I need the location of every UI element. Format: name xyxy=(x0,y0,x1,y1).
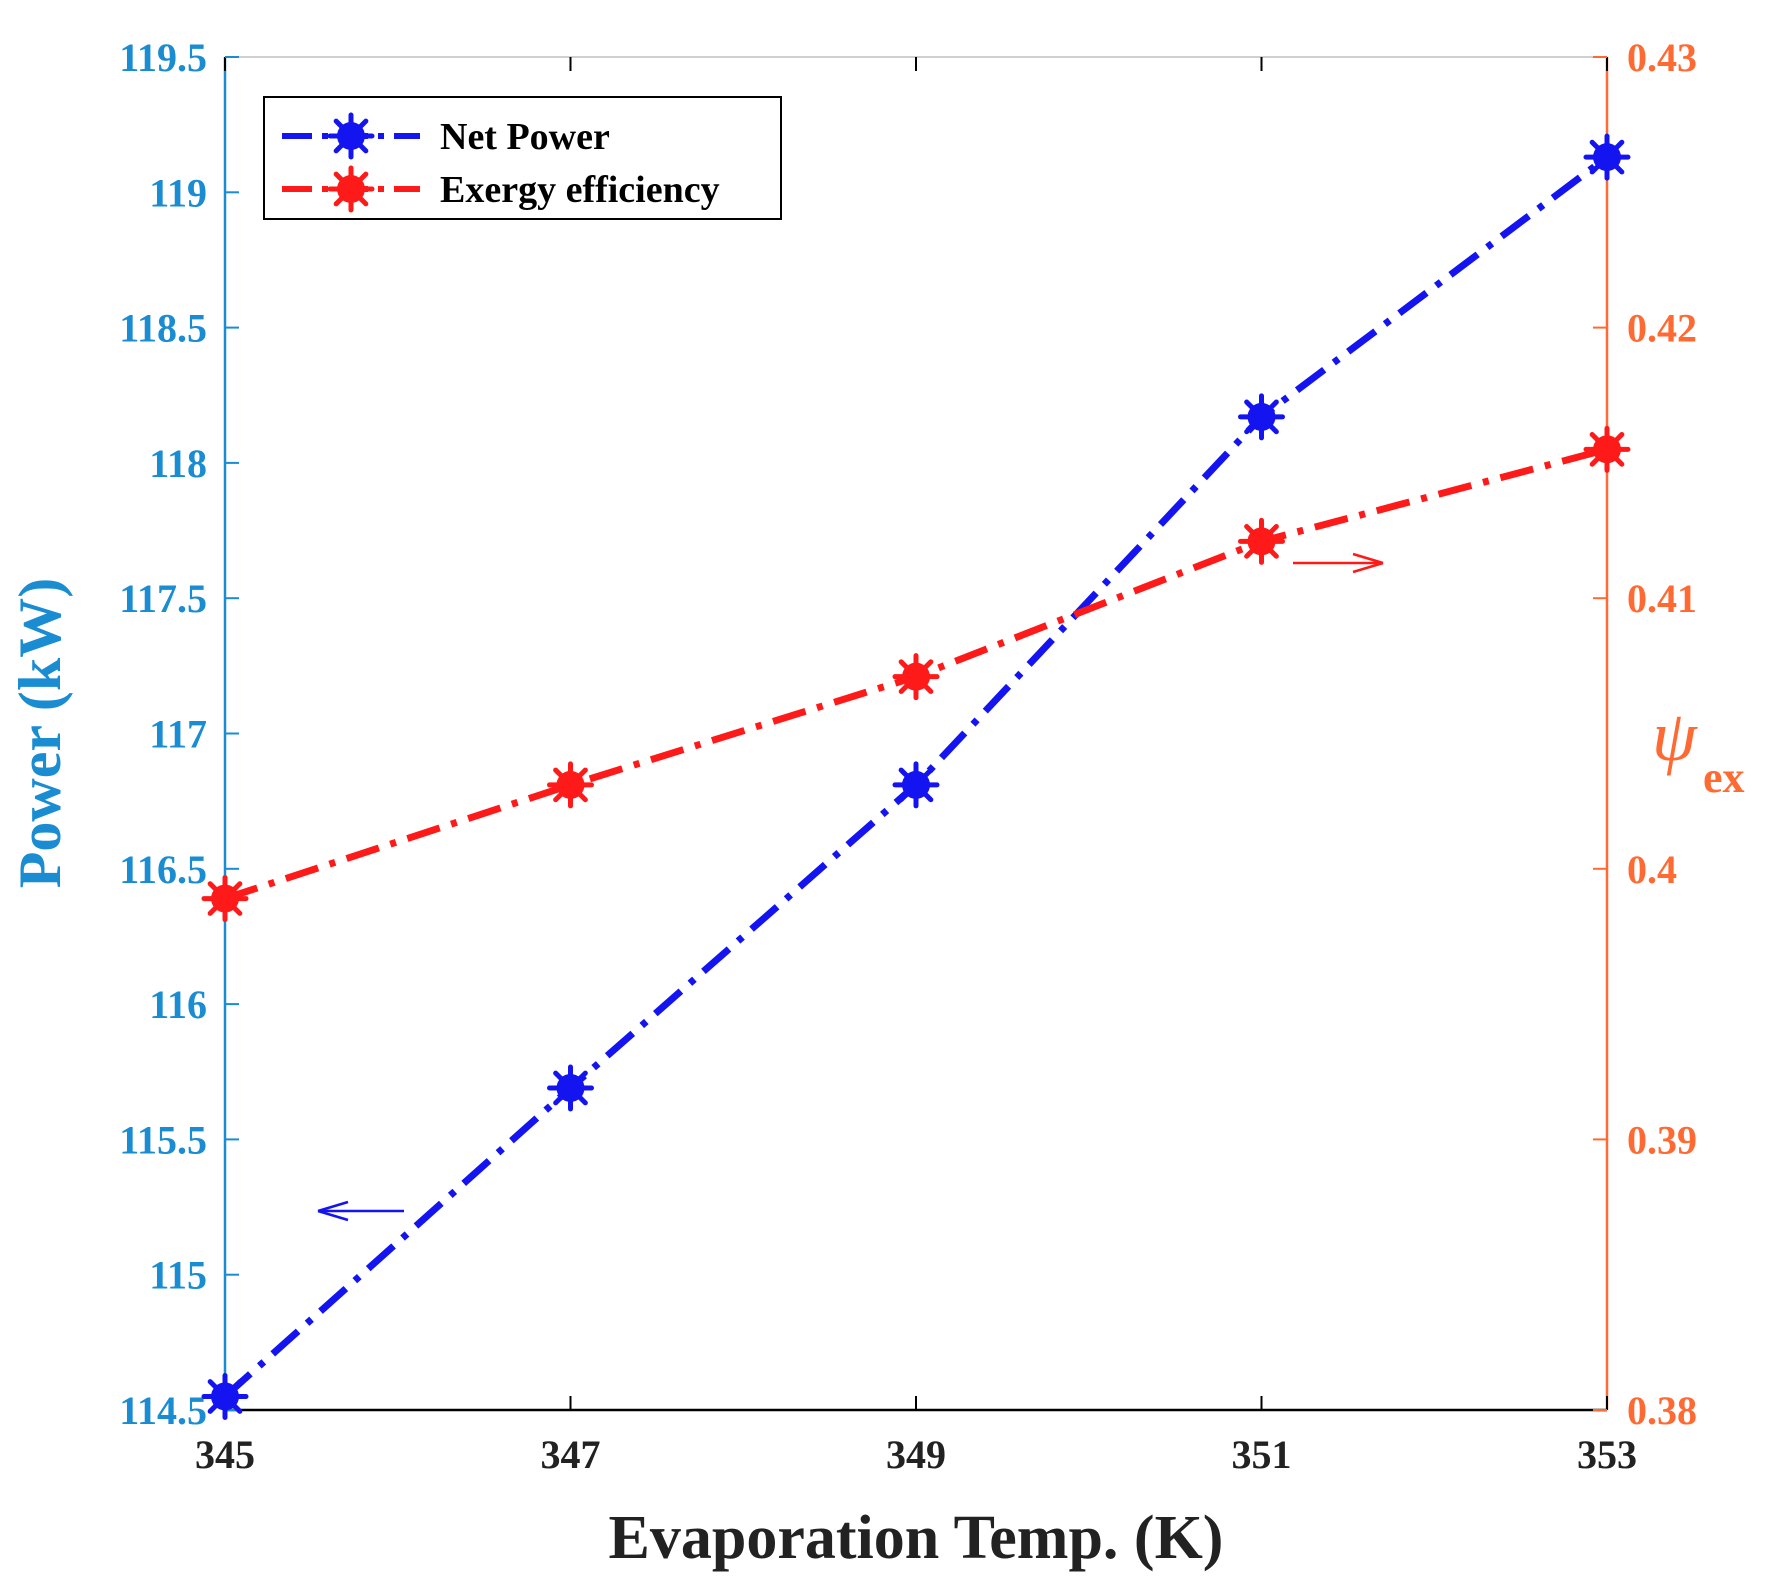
right-y-axis-symbol: ψ xyxy=(1652,696,1698,776)
x-axis-title: Evaporation Temp. (K) xyxy=(609,1504,1224,1572)
data-point-exergy-efficiency xyxy=(547,761,594,809)
x-tick-label: 353 xyxy=(1577,1432,1637,1477)
data-point-net-power xyxy=(1238,393,1285,441)
legend-label-exergy-efficiency: Exergy efficiency xyxy=(440,169,720,211)
legend-marker-net-power xyxy=(327,112,375,160)
x-tick-label: 349 xyxy=(886,1432,946,1477)
left-y-tick-label: 116.5 xyxy=(119,847,207,892)
legend-label-net-power: Net Power xyxy=(440,116,610,158)
data-point-exergy-efficiency xyxy=(892,653,940,701)
left-y-tick-label: 114.5 xyxy=(119,1388,207,1433)
right-y-tick-label: 0.39 xyxy=(1627,1117,1697,1162)
legend: Net Power Exergy efficiency xyxy=(263,96,782,220)
data-point-exergy-efficiency-spoke xyxy=(898,659,934,695)
data-point-exergy-efficiency-spoke xyxy=(1244,524,1279,559)
data-point-exergy-efficiency-spoke xyxy=(207,881,243,916)
right-y-tick-label: 0.4 xyxy=(1627,847,1677,892)
left-y-tick-label: 118.5 xyxy=(119,306,207,351)
left-y-tick-label: 117.5 xyxy=(119,576,207,621)
data-point-exergy-efficiency xyxy=(1583,425,1631,473)
x-tick-label: 347 xyxy=(541,1432,601,1477)
data-point-net-power xyxy=(892,761,940,809)
right-y-tick-label: 0.43 xyxy=(1627,35,1697,80)
left-y-tick-label: 118 xyxy=(149,441,207,486)
legend-marker-exergy-efficiency xyxy=(327,165,375,213)
x-tick-label: 345 xyxy=(195,1432,255,1477)
right-y-tick-label: 0.38 xyxy=(1627,1388,1697,1433)
legend-items: Net Power Exergy efficiency xyxy=(282,112,720,213)
data-point-net-power xyxy=(547,1064,594,1112)
left-axis-arrow xyxy=(317,1200,404,1222)
x-tick-label: 351 xyxy=(1232,1432,1292,1477)
left-y-tick-label: 119 xyxy=(149,170,207,215)
data-point-net-power xyxy=(1583,133,1631,181)
right-y-tick-label: 0.42 xyxy=(1627,306,1697,351)
legend-marker-exergy-efficiency-spoke xyxy=(333,171,369,207)
data-point-net-power xyxy=(201,1372,249,1420)
data-point-net-power-spoke xyxy=(1589,139,1625,175)
data-point-net-power-spoke xyxy=(898,767,934,803)
left-y-tick-label: 116 xyxy=(149,982,207,1027)
right-y-axis-ticks: 0.38 0.39 0.4 0.41 0.42 0.43 xyxy=(1593,35,1697,1433)
x-axis-ticks: 345 347 349 351 353 xyxy=(195,57,1637,1477)
right-y-tick-label: 0.41 xyxy=(1627,576,1697,621)
right-axis-arrow xyxy=(1293,552,1384,574)
legend-marker-net-power-spoke xyxy=(333,118,369,154)
right-y-axis-title: ψ ex xyxy=(1652,696,1745,802)
left-y-tick-label: 119.5 xyxy=(119,35,207,80)
left-y-axis-title: Power (kW) xyxy=(7,578,73,889)
left-y-tick-label: 115 xyxy=(149,1253,207,1298)
data-point-exergy-efficiency xyxy=(1238,517,1285,565)
data-point-net-power-spoke xyxy=(1244,399,1279,435)
data-point-net-power-spoke xyxy=(553,1070,588,1106)
series-layer xyxy=(201,133,1631,1420)
left-y-axis-ticks: 114.5 115 115.5 116 116.5 117 117.5 118 118.5 119… xyxy=(119,35,239,1433)
data-point-net-power-spoke xyxy=(207,1379,243,1414)
left-y-tick-label: 115.5 xyxy=(119,1117,207,1162)
data-point-exergy-efficiency xyxy=(201,875,249,923)
data-point-exergy-efficiency-spoke xyxy=(1589,432,1625,467)
left-y-tick-label: 117 xyxy=(149,712,207,757)
data-point-exergy-efficiency-spoke xyxy=(553,767,588,803)
right-y-axis-subscript: ex xyxy=(1703,753,1745,802)
